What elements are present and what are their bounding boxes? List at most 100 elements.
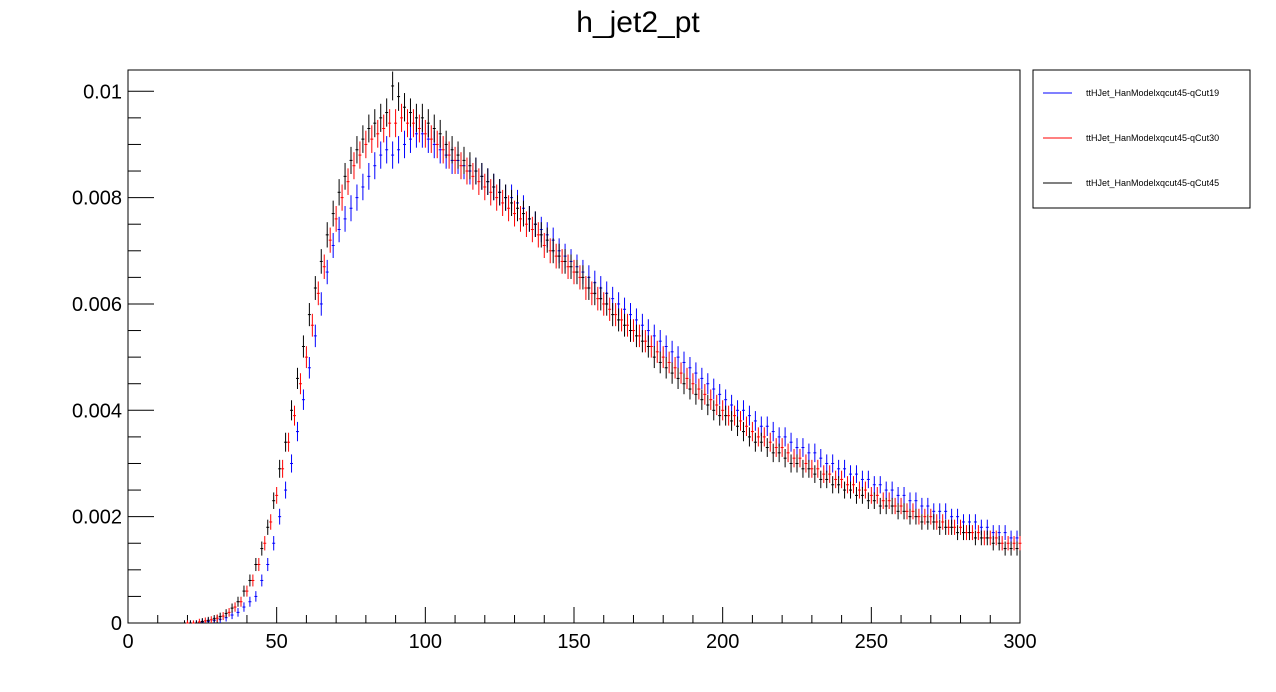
data-point — [471, 162, 475, 190]
data-point — [608, 297, 612, 321]
data-point — [816, 459, 820, 478]
data-point — [361, 125, 365, 153]
series-1 — [183, 119, 1019, 624]
data-point — [623, 313, 627, 337]
data-point — [245, 585, 249, 597]
data-point — [563, 249, 567, 274]
data-point — [798, 448, 802, 468]
data-point — [863, 481, 867, 499]
data-point — [358, 141, 362, 169]
data-point — [884, 497, 888, 515]
data-point — [744, 416, 748, 437]
data-point — [709, 389, 713, 410]
data-point — [768, 432, 772, 452]
x-tick-label: 50 — [266, 631, 288, 653]
data-point — [730, 411, 734, 431]
x-tick-label: 200 — [706, 631, 739, 653]
data-point — [914, 508, 918, 525]
data-point — [486, 168, 490, 195]
data-point — [944, 519, 948, 535]
data-point — [700, 367, 704, 389]
data-point — [854, 465, 858, 483]
data-point — [724, 405, 728, 426]
data-point — [322, 254, 326, 279]
data-point — [325, 259, 329, 285]
data-point — [646, 335, 650, 358]
data-point — [290, 400, 294, 421]
data-point — [554, 243, 558, 269]
data-point — [620, 308, 624, 332]
data-point — [727, 405, 731, 426]
data-point — [575, 259, 579, 285]
data-point — [759, 432, 763, 452]
data-point — [355, 136, 359, 164]
data-point — [813, 443, 817, 463]
data-point — [780, 438, 784, 457]
data-point — [465, 157, 469, 185]
data-point — [391, 71, 395, 101]
data-point — [852, 476, 855, 494]
data-point — [810, 459, 814, 478]
data-point — [884, 481, 888, 499]
data-point — [828, 465, 832, 483]
data-point — [361, 173, 365, 201]
data-point — [634, 324, 638, 348]
data-point — [411, 109, 415, 138]
data-point — [825, 470, 829, 489]
data-point — [902, 503, 906, 520]
data-point — [313, 324, 317, 348]
data-point — [1003, 525, 1007, 541]
data-point — [685, 367, 689, 389]
data-point — [397, 136, 401, 164]
data-point — [911, 503, 915, 520]
data-point — [976, 525, 980, 541]
data-point — [854, 486, 858, 504]
data-point — [917, 508, 921, 525]
data-point — [807, 459, 811, 478]
data-point — [694, 362, 698, 384]
data-point — [420, 103, 424, 132]
data-point — [376, 119, 380, 148]
data-point — [388, 109, 392, 138]
data-point — [878, 476, 882, 494]
data-point — [545, 227, 549, 253]
data-point — [296, 367, 299, 389]
data-point — [385, 136, 389, 164]
data-point — [426, 109, 430, 138]
data-point — [307, 303, 311, 327]
data-point — [985, 530, 989, 546]
data-point — [343, 162, 347, 190]
data-point — [596, 286, 600, 311]
data-point — [753, 432, 757, 452]
series-2 — [185, 103, 1022, 624]
data-point — [307, 357, 311, 379]
data-point — [956, 525, 960, 541]
data-point — [774, 438, 778, 457]
data-point — [866, 470, 870, 489]
data-point — [319, 292, 323, 316]
data-point — [533, 211, 537, 237]
data-point — [1018, 536, 1022, 551]
data-point — [843, 459, 847, 478]
data-point — [765, 416, 769, 437]
data-point — [275, 486, 279, 504]
data-point — [530, 216, 534, 243]
data-point — [706, 394, 710, 416]
data-point — [566, 254, 570, 279]
data-point — [965, 525, 968, 541]
data-point — [688, 378, 692, 400]
data-point — [343, 206, 347, 232]
data-point — [364, 130, 368, 159]
data-point — [837, 476, 841, 494]
x-axis: 0 50 100 150 200 250 300 — [122, 607, 1037, 653]
data-point — [403, 130, 406, 159]
chart-title: h_jet2_pt — [576, 6, 700, 39]
data-point — [394, 109, 398, 138]
data-point — [896, 486, 900, 504]
data-point — [527, 206, 531, 232]
data-point — [973, 530, 977, 546]
data-point — [611, 303, 615, 327]
data-point — [756, 427, 760, 447]
data-point — [771, 421, 775, 442]
data-point — [819, 448, 823, 468]
